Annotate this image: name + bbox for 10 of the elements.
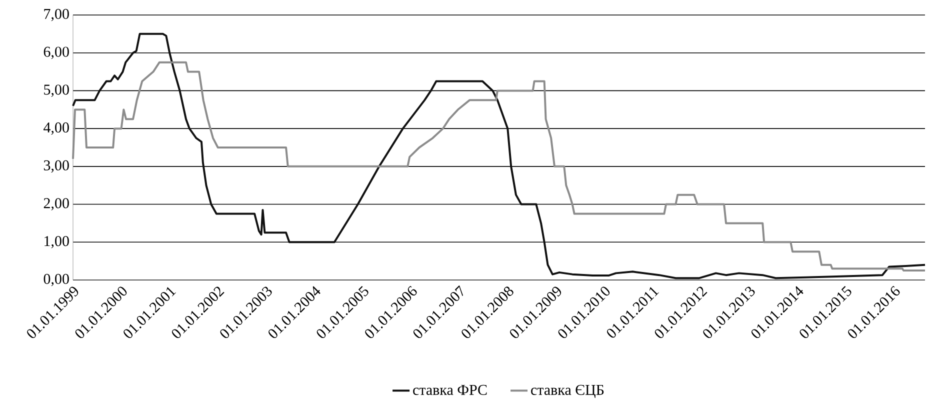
y-tick-label: 1,00	[44, 236, 69, 248]
y-tick-label: 4,00	[44, 122, 69, 135]
legend-label: ставка ФРС	[413, 384, 487, 395]
legend-label: ставка ЄЦБ	[531, 384, 604, 398]
y-tick-label: 6,00	[44, 46, 69, 59]
y-tick-label: 3,00	[44, 160, 69, 173]
y-tick-label: 7,00	[44, 8, 69, 22]
y-tick-label: 5,00	[44, 84, 69, 97]
y-tick-label: 0,00	[44, 274, 69, 286]
y-tick-label: 2,00	[44, 198, 69, 210]
